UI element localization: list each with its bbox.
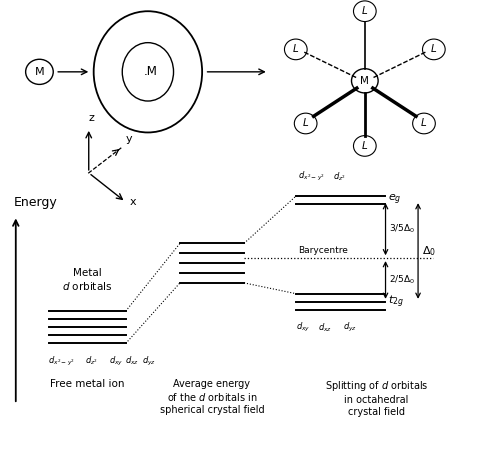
Circle shape [352, 69, 378, 93]
Text: M: M [360, 76, 369, 86]
Text: $d_{xy}$: $d_{xy}$ [296, 321, 310, 334]
Text: L: L [421, 119, 427, 128]
Ellipse shape [122, 43, 174, 101]
Ellipse shape [94, 11, 202, 132]
Text: $e_g$: $e_g$ [388, 193, 402, 207]
Text: Energy: Energy [13, 196, 57, 209]
Text: Metal
$d$ orbitals: Metal $d$ orbitals [63, 268, 112, 292]
Text: $d_{yz}$: $d_{yz}$ [343, 321, 356, 334]
Circle shape [413, 113, 435, 134]
Text: L: L [362, 6, 368, 16]
Circle shape [353, 1, 376, 22]
Text: M: M [35, 67, 44, 77]
Text: L: L [362, 141, 368, 151]
Text: $d_{x^2-y^2}$: $d_{x^2-y^2}$ [48, 355, 75, 368]
Text: Splitting of $d$ orbitals
in octahedral
crystal field: Splitting of $d$ orbitals in octahedral … [325, 379, 428, 417]
Circle shape [294, 113, 317, 134]
Text: $d_{z^2}$: $d_{z^2}$ [333, 170, 346, 183]
Circle shape [26, 59, 53, 84]
Text: L: L [293, 44, 299, 54]
Text: $d_{xy}$: $d_{xy}$ [108, 355, 123, 368]
Text: Barycentre: Barycentre [298, 246, 348, 255]
Text: $2/5\Delta_0$: $2/5\Delta_0$ [389, 274, 415, 286]
Text: $d_{yz}$: $d_{yz}$ [142, 355, 156, 368]
Text: .M: .M [143, 66, 157, 78]
Circle shape [423, 39, 445, 60]
Text: $d_{z^2}$: $d_{z^2}$ [85, 355, 98, 367]
Circle shape [353, 136, 376, 156]
Text: $d_{x^2-y^2}$: $d_{x^2-y^2}$ [298, 170, 325, 183]
Text: z: z [88, 113, 94, 123]
Text: $\Delta_0$: $\Delta_0$ [422, 244, 436, 258]
Text: x: x [130, 197, 136, 207]
Text: $d_{xz}$: $d_{xz}$ [125, 355, 139, 367]
Text: $3/5\Delta_0$: $3/5\Delta_0$ [389, 223, 415, 235]
Text: L: L [303, 119, 309, 128]
Text: Free metal ion: Free metal ion [50, 379, 125, 389]
Text: $t_{2g}$: $t_{2g}$ [388, 294, 404, 310]
Text: $d_{xz}$: $d_{xz}$ [318, 321, 332, 334]
Text: L: L [431, 44, 437, 54]
Text: y: y [126, 134, 132, 144]
Circle shape [284, 39, 307, 60]
Text: Average energy
of the $d$ orbitals in
spherical crystal field: Average energy of the $d$ orbitals in sp… [160, 379, 264, 415]
